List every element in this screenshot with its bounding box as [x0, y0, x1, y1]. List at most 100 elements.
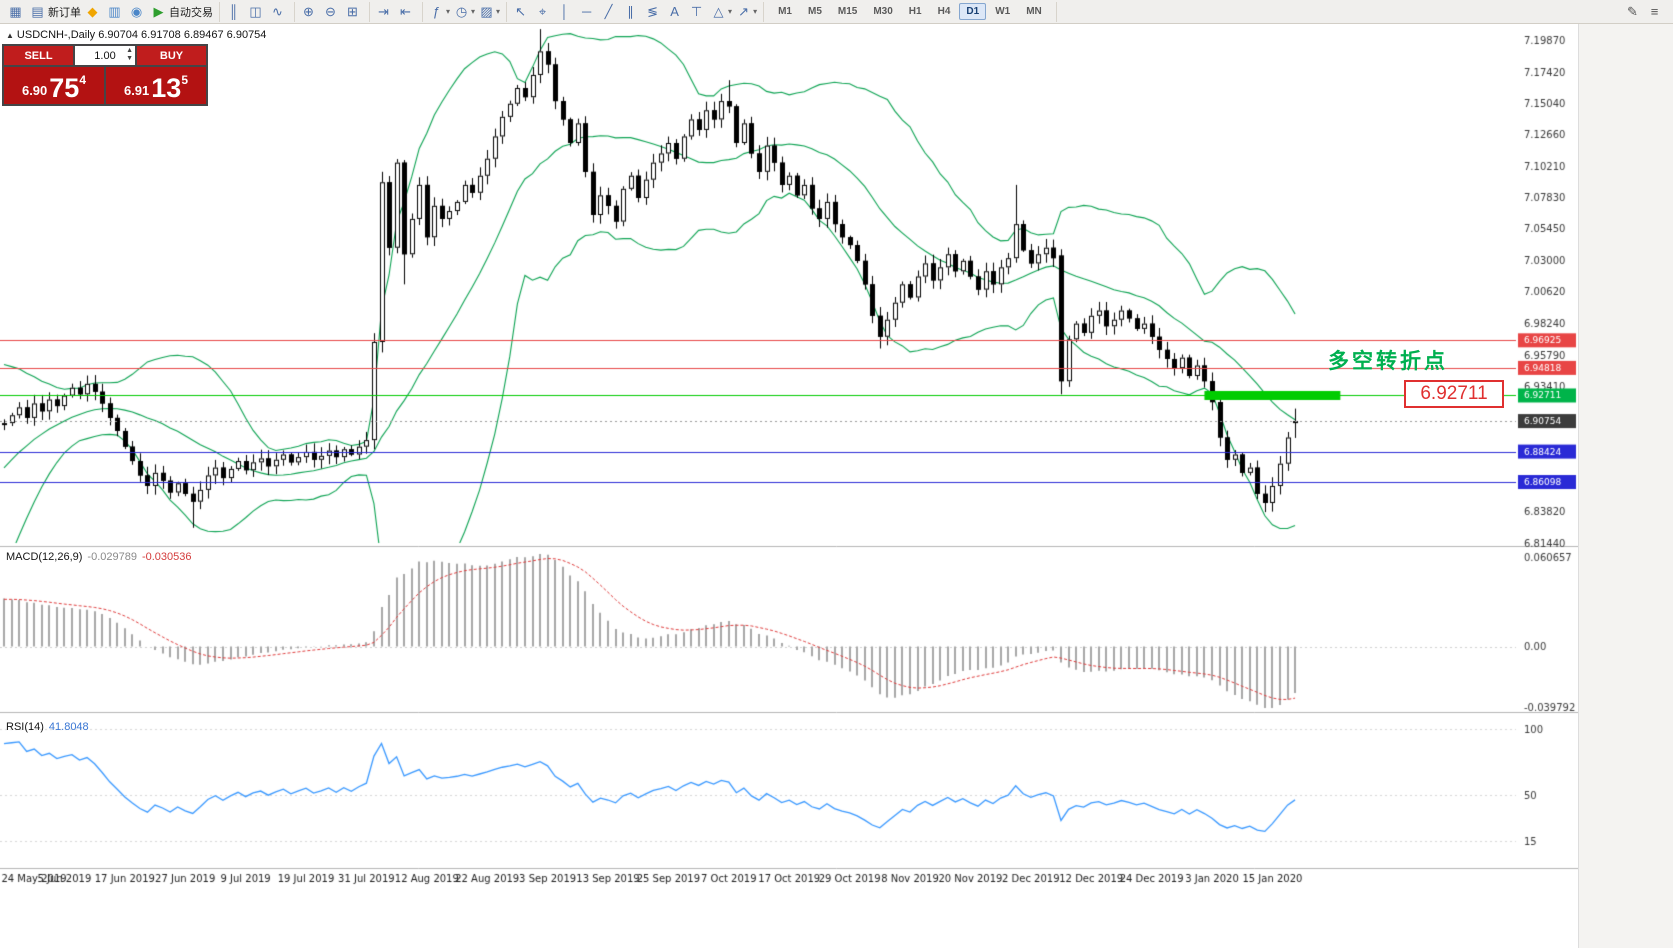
timeframe-w1-button[interactable]: W1	[995, 6, 1011, 17]
chart-shift-icon: ⇤	[400, 3, 411, 19]
vertical-line-icon[interactable]: │	[555, 2, 577, 22]
arrows-icon: ↗	[738, 3, 750, 19]
shapes-icon: △	[713, 3, 724, 19]
toolbar-groups: ▦ ▤ 新订单 ◆ ▥ ◉ ▶ 自动交易 ║ ◫ ∿ ⊕ ⊖ ⊞ ⇥ ⇤ ƒ ▾ ◷ ▾ ▨ ▾ ↖ ⌖ │ ─ ╱ ∥ ≶ A ⊤ △ ▾ ↗ ▾	[2, 0, 765, 24]
trendline-icon: ╱	[604, 3, 613, 19]
timeframe-mn-button[interactable]: MN	[1026, 6, 1042, 17]
crosshair-icon: ⌖	[538, 3, 547, 19]
buy-price-big: 13	[151, 73, 182, 104]
templates-icon: ▨	[480, 3, 493, 19]
dropdown-caret-icon[interactable]: ▾	[753, 7, 758, 16]
price-level-callout: 6.92711	[1404, 380, 1504, 409]
volume-input[interactable]: 1.00 ▲ ▼	[75, 46, 135, 65]
new-order-button-label: 新订单	[48, 6, 81, 19]
dropdown-caret-icon[interactable]: ▾	[446, 7, 451, 16]
buy-price-head: 6.91	[123, 83, 150, 98]
app-icon: ▦	[6, 2, 28, 22]
timeframe-m5-button[interactable]: M5	[807, 6, 822, 17]
auto-scroll-icon[interactable]: ⇥	[374, 2, 396, 22]
candlestick-chart-icon: ◫	[249, 3, 262, 19]
indicators-icon: ƒ	[432, 3, 441, 19]
economic-calendar-icon[interactable]: ◉	[127, 2, 149, 22]
toolbar: ▦ ▤ 新订单 ◆ ▥ ◉ ▶ 自动交易 ║ ◫ ∿ ⊕ ⊖ ⊞ ⇥ ⇤ ƒ ▾ ◷ ▾ ▨ ▾ ↖ ⌖ │ ─ ╱ ∥ ≶ A ⊤ △ ▾ ↗ ▾…	[0, 0, 1673, 24]
channel-icon[interactable]: ∥	[621, 2, 643, 22]
new-order-button[interactable]: ▤ 新订单	[28, 2, 83, 22]
toolbar-group-objects: ƒ ▾ ◷ ▾ ▨ ▾	[423, 1, 508, 22]
cursor-icon[interactable]: ↖	[511, 2, 533, 22]
zoom-in-icon[interactable]: ⊕	[299, 2, 321, 22]
spinner-down-icon[interactable]: ▼	[126, 55, 133, 62]
auto-trading-button-label: 自动交易	[169, 6, 213, 19]
chart-window: ▲ USDCNH-,Daily 6.90704 6.91708 6.89467 6…	[0, 24, 1673, 948]
sell-price-head: 6.90	[21, 83, 48, 98]
timeframe-h1-button[interactable]: H1	[908, 6, 922, 17]
volume-value: 1.00	[94, 49, 116, 62]
one-click-trading-panel: SELL 1.00 ▲ ▼ BUY 6.90 75 4 6.91	[2, 44, 208, 106]
trendline-icon[interactable]: ╱	[599, 2, 621, 22]
zoom-out-icon: ⊖	[325, 3, 336, 19]
sell-button[interactable]: SELL	[4, 46, 73, 65]
dropdown-caret-icon[interactable]: ▾	[728, 7, 733, 16]
zoom-in-icon: ⊕	[303, 3, 314, 19]
buy-price-sup: 5	[181, 73, 189, 87]
channel-icon: ∥	[627, 3, 634, 19]
indicators-icon[interactable]: ƒ ▾	[427, 2, 452, 22]
quick-edit-icon: ✎	[1627, 3, 1638, 19]
menu-icon[interactable]: ≡	[1645, 2, 1667, 22]
shapes-icon[interactable]: △ ▾	[709, 2, 734, 22]
timeframe-m30-button[interactable]: M30	[873, 6, 893, 17]
timeframe-m1-button[interactable]: M1	[778, 6, 792, 17]
depth-of-market-icon: ▥	[108, 3, 121, 19]
auto-trading-button-icon: ▶	[153, 3, 164, 19]
crosshair-icon[interactable]: ⌖	[533, 2, 555, 22]
timeframe-m15-button[interactable]: M15	[837, 6, 858, 17]
text-icon[interactable]: A	[665, 2, 687, 22]
auto-scroll-icon: ⇥	[378, 3, 389, 19]
bar-chart-icon: ║	[228, 3, 239, 19]
fibonacci-icon: ≶	[647, 3, 658, 19]
horizontal-line-icon[interactable]: ─	[577, 2, 599, 22]
auto-trading-button[interactable]: ▶ 自动交易	[149, 2, 215, 22]
spinner-up-icon[interactable]: ▲	[126, 47, 133, 54]
menu-icon: ≡	[1650, 3, 1659, 19]
dropdown-caret-icon[interactable]: ▾	[471, 7, 476, 16]
toolbar-group-chart-types: ║ ◫ ∿	[220, 1, 295, 22]
periods-icon: ◷	[455, 3, 468, 19]
fibonacci-icon[interactable]: ≶	[643, 2, 665, 22]
toolbar-group-line-studies: ↖ ⌖ │ ─ ╱ ∥ ≶ A ⊤ △ ▾ ↗ ▾	[507, 1, 765, 22]
app-icon: ▦	[9, 3, 22, 19]
price-chart-canvas[interactable]	[0, 24, 1673, 948]
sell-price-big: 75	[49, 73, 80, 104]
candlestick-chart-icon[interactable]: ◫	[246, 2, 268, 22]
bar-chart-icon[interactable]: ║	[224, 2, 246, 22]
zoom-out-icon[interactable]: ⊖	[321, 2, 343, 22]
mql5-community-icon: ◆	[87, 3, 98, 19]
templates-icon[interactable]: ▨ ▾	[477, 2, 502, 22]
mql5-community-icon[interactable]: ◆	[83, 2, 105, 22]
label-icon: ⊤	[690, 3, 703, 19]
buy-price-button[interactable]: 6.91 13 5	[106, 67, 206, 104]
grid-icon: ⊞	[347, 3, 358, 19]
periods-icon[interactable]: ◷ ▾	[452, 2, 477, 22]
dropdown-caret-icon[interactable]: ▾	[496, 7, 501, 16]
label-icon[interactable]: ⊤	[687, 2, 709, 22]
economic-calendar-icon: ◉	[130, 3, 143, 19]
depth-of-market-icon[interactable]: ▥	[105, 2, 127, 22]
toolbar-group-scroll: ⇥ ⇤	[370, 1, 423, 22]
quick-edit-icon[interactable]: ✎	[1623, 2, 1645, 22]
volume-spinner[interactable]: ▲ ▼	[126, 47, 133, 63]
new-order-button-icon: ▤	[31, 3, 44, 19]
toolbar-right: ✎ ≡	[1623, 2, 1671, 22]
line-chart-icon[interactable]: ∿	[268, 2, 290, 22]
cursor-icon: ↖	[515, 3, 526, 19]
timeframe-h4-button[interactable]: H4	[937, 6, 951, 17]
timeframe-d1-button[interactable]: D1	[959, 3, 987, 20]
sell-price-button[interactable]: 6.90 75 4	[4, 67, 104, 104]
grid-icon[interactable]: ⊞	[343, 2, 365, 22]
chart-shift-icon[interactable]: ⇤	[396, 2, 418, 22]
buy-button[interactable]: BUY	[137, 46, 206, 65]
timeframe-toolbar: M1 M5 M15 M30 H1 H4 D1 W1 MN	[764, 1, 1057, 22]
arrows-icon[interactable]: ↗ ▾	[734, 2, 759, 22]
horizontal-line-icon: ─	[581, 3, 592, 19]
